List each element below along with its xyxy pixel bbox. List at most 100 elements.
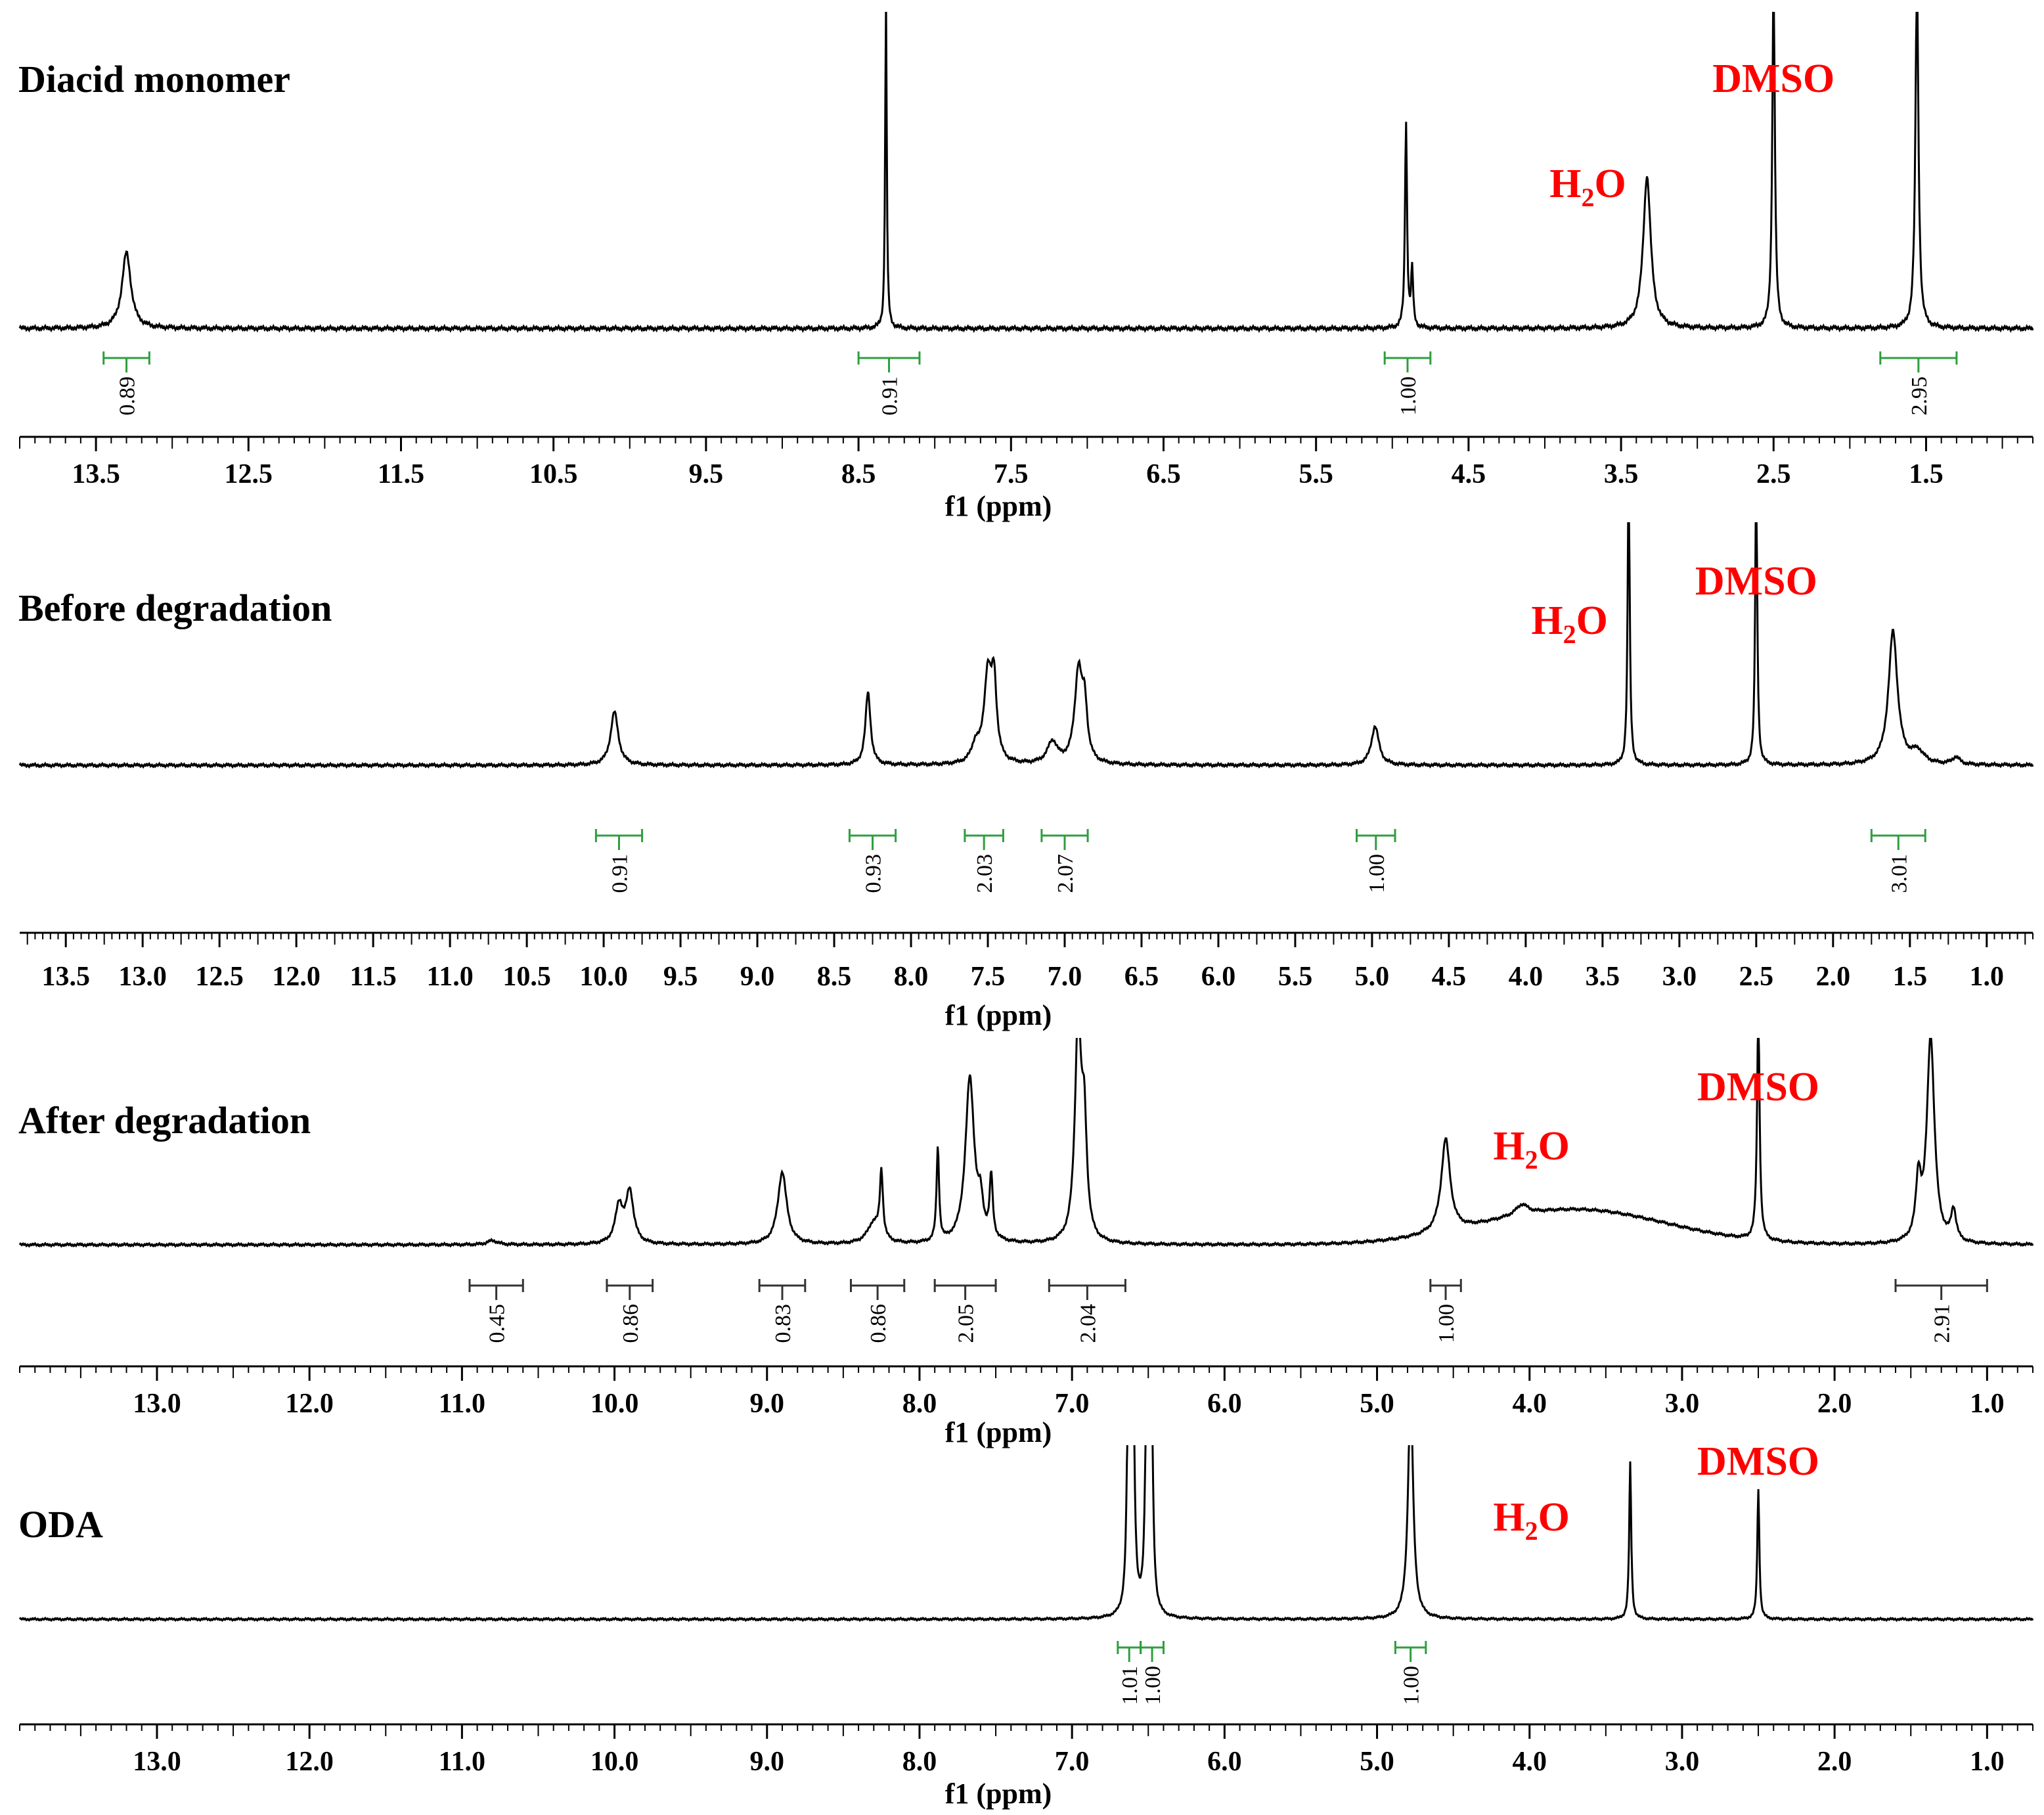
- panel-title: Diacid monomer: [18, 58, 290, 101]
- x-tick-label: 6.5: [1124, 962, 1159, 992]
- integral-value: 2.91: [1930, 1304, 1955, 1343]
- x-tick-label: 11.0: [439, 1389, 485, 1419]
- x-tick-label: 8.0: [894, 962, 929, 992]
- integral-value: 2.05: [954, 1304, 979, 1343]
- x-tick-label: 7.0: [1055, 1389, 1090, 1419]
- x-tick-label: 9.0: [750, 1747, 785, 1777]
- x-tick-label: 10.0: [590, 1389, 639, 1419]
- integral-value: 0.91: [608, 854, 632, 893]
- x-tick-label: 13.5: [41, 962, 90, 992]
- x-tick-label: 5.5: [1299, 459, 1333, 489]
- x-tick-label: 8.0: [902, 1747, 937, 1777]
- integral-marker: 1.00: [1429, 1279, 1462, 1343]
- panel-3: After degradation DMSO H2O 0.45 0.86 0.83 0.86…: [18, 1038, 2034, 1448]
- x-tick-label: 6.0: [1207, 1747, 1242, 1777]
- x-tick-label: 3.0: [1662, 962, 1697, 992]
- integral-marker: 2.03: [964, 829, 1004, 893]
- x-tick-label: 9.5: [689, 459, 724, 489]
- x-tick-label: 4.5: [1432, 962, 1467, 992]
- x-tick-label: 13.0: [133, 1389, 181, 1419]
- x-tick-label: 1.5: [1909, 459, 1944, 489]
- integral-value: 1.01: [1118, 1666, 1142, 1705]
- integral-value: 1.00: [1365, 854, 1389, 893]
- x-tick-label: 11.0: [439, 1747, 485, 1777]
- spectrum-trace: [18, 1038, 2034, 1248]
- x-axis-label: f1 (ppm): [945, 999, 1052, 1031]
- integral-value: 0.93: [862, 854, 886, 893]
- integral-marker: 1.00: [1356, 829, 1396, 893]
- x-tick-label: 11.5: [378, 459, 424, 489]
- integral-marker: 0.91: [857, 351, 921, 416]
- annotation-water: H2O: [1531, 598, 1607, 649]
- x-tick-label: 9.0: [750, 1389, 785, 1419]
- annotation-dmso: DMSO: [1697, 1065, 1819, 1109]
- integral-value: 0.91: [878, 376, 902, 416]
- annotation-dmso: DMSO: [1697, 1439, 1819, 1484]
- x-tick-label: 3.5: [1604, 459, 1639, 489]
- integral-marker: 2.07: [1040, 829, 1089, 893]
- x-tick-label: 6.0: [1207, 1389, 1242, 1419]
- x-tick-label: 8.0: [902, 1389, 937, 1419]
- x-tick-label: 7.5: [971, 962, 1006, 992]
- annotation-dmso: DMSO: [1695, 559, 1817, 604]
- integral-marker: 0.86: [606, 1279, 654, 1343]
- x-tick-label: 13.0: [133, 1747, 181, 1777]
- x-tick-label: 10.5: [529, 459, 578, 489]
- x-tick-label: 1.0: [1970, 962, 2005, 992]
- annotation-water: H2O: [1493, 1495, 1569, 1546]
- x-tick-label: 2.5: [1739, 962, 1774, 992]
- integral-value: 0.45: [485, 1304, 510, 1343]
- x-tick-label: 7.5: [994, 459, 1029, 489]
- x-tick-label: 1.0: [1970, 1747, 2005, 1777]
- integral-value: 2.95: [1907, 376, 1932, 416]
- integral-value: 1.00: [1396, 376, 1421, 416]
- integral-value: 1.00: [1141, 1666, 1165, 1705]
- integral-marker: 1.00: [1140, 1641, 1165, 1705]
- x-tick-label: 6.5: [1146, 459, 1181, 489]
- x-tick-label: 12.5: [195, 962, 244, 992]
- x-tick-label: 5.5: [1278, 962, 1313, 992]
- integral-marker: 0.89: [102, 351, 150, 416]
- x-tick-label: 4.0: [1513, 1389, 1547, 1419]
- x-tick-label: 7.0: [1048, 962, 1082, 992]
- x-axis-label: f1 (ppm): [945, 1416, 1052, 1448]
- integral-marker: 2.05: [933, 1279, 997, 1343]
- spectrum-trace: [18, 1445, 2034, 1623]
- panel-2: Before degradation DMSO H2O 0.91 0.93 2.03 2.0…: [18, 522, 2034, 1031]
- x-tick-label: 12.0: [285, 1389, 334, 1419]
- x-tick-label: 4.5: [1452, 459, 1486, 489]
- integral-value: 0.86: [866, 1304, 891, 1343]
- x-tick-label: 5.0: [1360, 1747, 1394, 1777]
- spectrum-trace: [18, 522, 2034, 769]
- integral-marker: 3.01: [1870, 829, 1926, 893]
- integral-marker: 0.83: [758, 1279, 807, 1343]
- x-axis-label: f1 (ppm): [945, 1778, 1052, 1810]
- integral-value: 2.04: [1076, 1304, 1100, 1343]
- spectrum-trace: [18, 12, 2034, 334]
- panel-title: After degradation: [18, 1099, 311, 1142]
- integral-marker: 1.01: [1117, 1641, 1142, 1705]
- x-tick-label: 9.5: [663, 962, 698, 992]
- x-tick-label: 13.0: [118, 962, 167, 992]
- integral-marker: 2.95: [1879, 351, 1958, 416]
- x-axis-label: f1 (ppm): [945, 490, 1052, 522]
- x-tick-label: 7.0: [1055, 1747, 1090, 1777]
- integral-value: 0.83: [771, 1304, 795, 1343]
- annotation-dmso: DMSO: [1712, 56, 1834, 101]
- integral-marker: 0.45: [468, 1279, 524, 1343]
- x-tick-label: 5.0: [1355, 962, 1390, 992]
- integral-value: 1.00: [1434, 1304, 1459, 1343]
- x-tick-label: 10.5: [502, 962, 551, 992]
- panel-title: Before degradation: [18, 587, 332, 629]
- annotation-water: H2O: [1493, 1124, 1569, 1175]
- integral-marker: 1.00: [1394, 1641, 1427, 1705]
- x-tick-label: 12.0: [272, 962, 321, 992]
- integral-value: 0.89: [116, 376, 140, 416]
- x-tick-label: 5.0: [1360, 1389, 1394, 1419]
- annotation-water: H2O: [1549, 162, 1626, 212]
- x-tick-label: 2.0: [1817, 1747, 1852, 1777]
- x-tick-label: 2.0: [1817, 1389, 1852, 1419]
- integral-value: 3.01: [1887, 854, 1911, 893]
- x-tick-label: 2.0: [1816, 962, 1851, 992]
